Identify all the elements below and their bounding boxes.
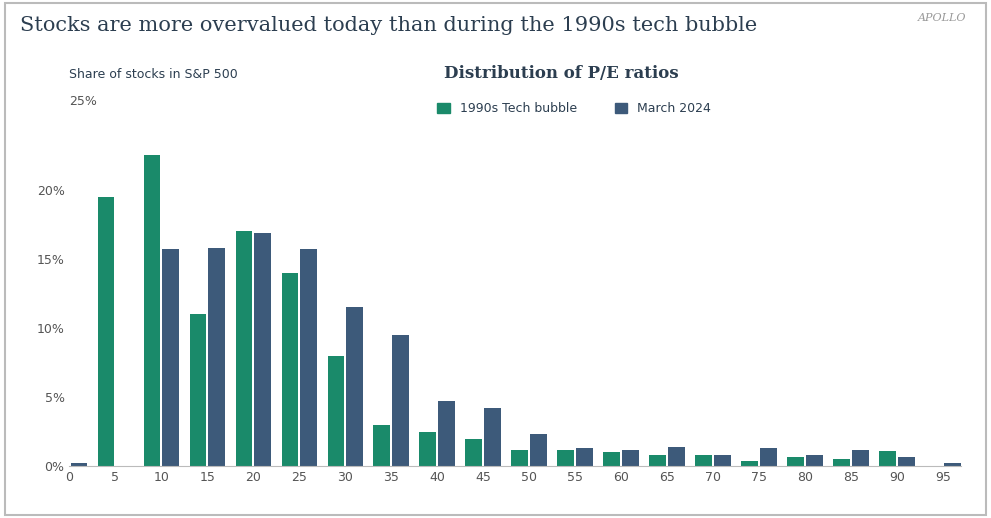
Bar [806, 455, 823, 466]
Bar [715, 455, 730, 466]
Bar [281, 273, 298, 466]
Bar [144, 155, 161, 466]
Bar [511, 450, 528, 466]
Bar [485, 408, 500, 466]
Bar [255, 233, 271, 466]
Bar [189, 314, 206, 466]
Text: 25%: 25% [69, 95, 97, 108]
Bar [576, 448, 593, 466]
Text: APOLLO: APOLLO [918, 13, 966, 23]
Bar [696, 455, 712, 466]
Bar [604, 452, 620, 466]
Bar [787, 456, 804, 466]
Bar [622, 450, 639, 466]
Bar [833, 459, 850, 466]
Bar [649, 455, 666, 466]
Legend: 1990s Tech bubble, March 2024: 1990s Tech bubble, March 2024 [432, 97, 716, 120]
Bar [852, 450, 869, 466]
Bar [466, 439, 482, 466]
Bar [557, 450, 574, 466]
Bar [300, 249, 317, 466]
Bar [70, 464, 87, 466]
Bar [741, 461, 758, 466]
Bar [760, 448, 777, 466]
Text: Stocks are more overvalued today than during the 1990s tech bubble: Stocks are more overvalued today than du… [20, 16, 757, 35]
Bar [944, 464, 960, 466]
Bar [374, 425, 390, 466]
Bar [668, 447, 685, 466]
Bar [208, 248, 225, 466]
Bar [392, 335, 409, 466]
Bar [52, 448, 68, 466]
Bar [163, 249, 179, 466]
Bar [530, 435, 547, 466]
Text: Distribution of P/E ratios: Distribution of P/E ratios [444, 65, 679, 82]
Text: Share of stocks in S&P 500: Share of stocks in S&P 500 [69, 68, 238, 81]
Bar [236, 232, 252, 466]
Bar [438, 401, 455, 466]
Bar [898, 456, 915, 466]
Bar [347, 307, 363, 466]
Bar [879, 451, 896, 466]
Bar [419, 431, 436, 466]
Bar [327, 356, 344, 466]
Bar [98, 197, 114, 466]
